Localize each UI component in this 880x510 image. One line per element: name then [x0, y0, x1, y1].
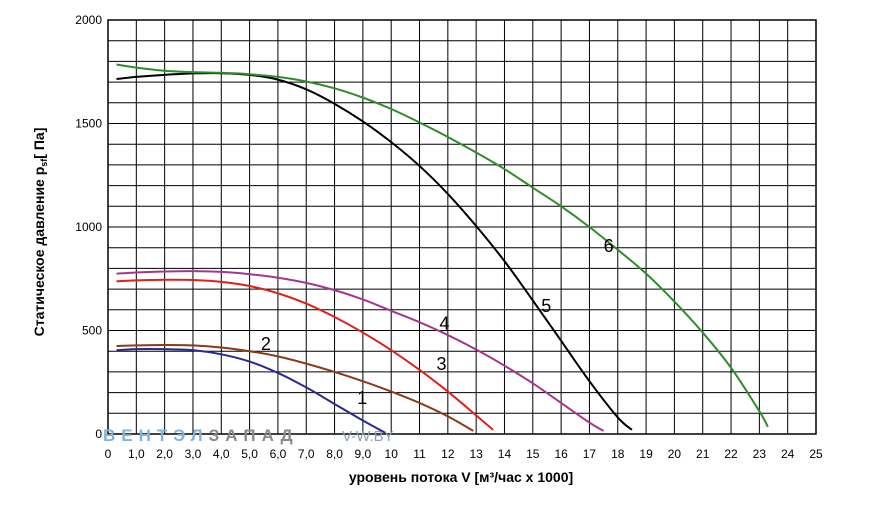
curve-label-6: 6 [604, 236, 614, 256]
y-axis-title-unit: [ Па] [31, 128, 47, 159]
grid [107, 19, 817, 435]
series-line-4 [116, 270, 605, 432]
series-line-3 [116, 278, 494, 431]
x-tick-label: 24 [781, 447, 795, 461]
x-tick-label: 17 [583, 447, 597, 461]
x-tick-label: 25 [809, 447, 823, 461]
x-tick-label: 16 [554, 447, 568, 461]
x-tick-label: 18 [611, 447, 625, 461]
x-tick-label: 4,0 [213, 447, 230, 461]
series-layer [116, 63, 769, 434]
curve-label-4: 4 [439, 313, 449, 333]
x-axis-title: уровень потока V [м³/час х 1000] [349, 469, 573, 485]
curve-label-5: 5 [541, 296, 551, 316]
y-tick-label: 500 [82, 324, 102, 338]
y-tick-label: 2000 [75, 13, 102, 27]
y-tick-labels: 0 500 1000 1500 2000 [75, 13, 102, 441]
y-axis-title-main: Статическое давление p [31, 167, 47, 337]
y-axis-title-sub: sf [39, 158, 49, 167]
x-tick-label: 8,0 [326, 447, 343, 461]
x-tick-label: 9,0 [355, 447, 372, 461]
plot-border [107, 19, 817, 435]
curve-label-1: 1 [357, 388, 367, 408]
series-line-2 [116, 343, 474, 432]
curve-labels: 1 2 3 4 5 6 [261, 236, 614, 408]
x-tick-label: 23 [753, 447, 767, 461]
svg-text:ВЕНТЭЛЗАПАД: ВЕНТЭЛЗАПАД [103, 426, 299, 445]
x-tick-labels: 0 1,0 2,0 3,0 4,0 5,0 6,0 7,0 8,0 9,0 10 11 12 13 14 15… [105, 447, 823, 461]
series-line-1 [116, 348, 387, 434]
x-tick-label: 6,0 [270, 447, 287, 461]
x-tick-label: 15 [526, 447, 540, 461]
x-tick-label: 21 [696, 447, 710, 461]
x-tick-label: 11 [413, 447, 426, 461]
x-tick-label: 1,0 [128, 447, 145, 461]
x-tick-label: 19 [639, 447, 653, 461]
curve-label-2: 2 [261, 334, 271, 354]
y-axis-title: Статическое давление psf[ Па] [31, 128, 49, 337]
x-tick-label: 2,0 [156, 447, 173, 461]
x-tick-label: 5,0 [241, 447, 258, 461]
watermark: ВЕНТЭЛЗАПАД V-W.BY [103, 426, 394, 445]
y-tick-label: 1500 [75, 117, 102, 131]
plot-frame [107, 19, 817, 435]
x-tick-label: 12 [441, 447, 455, 461]
watermark-site: V-W.BY [342, 428, 394, 445]
x-tick-label: 7,0 [298, 447, 315, 461]
series-line-6 [116, 63, 769, 428]
x-tick-label: 14 [498, 447, 512, 461]
watermark-brand-2: ЗАПАД [209, 426, 299, 445]
x-tick-label: 13 [469, 447, 483, 461]
x-tick-label: 20 [668, 447, 682, 461]
x-tick-label: 0 [105, 447, 112, 461]
y-tick-label: 1000 [75, 220, 102, 234]
series-line-5 [116, 72, 633, 431]
x-tick-label: 3,0 [185, 447, 202, 461]
x-tick-label: 10 [385, 447, 399, 461]
curve-label-3: 3 [437, 354, 447, 374]
x-tick-label: 22 [724, 447, 738, 461]
y-tick-label: 0 [95, 427, 102, 441]
watermark-brand: ВЕНТЭЛ [103, 426, 209, 445]
